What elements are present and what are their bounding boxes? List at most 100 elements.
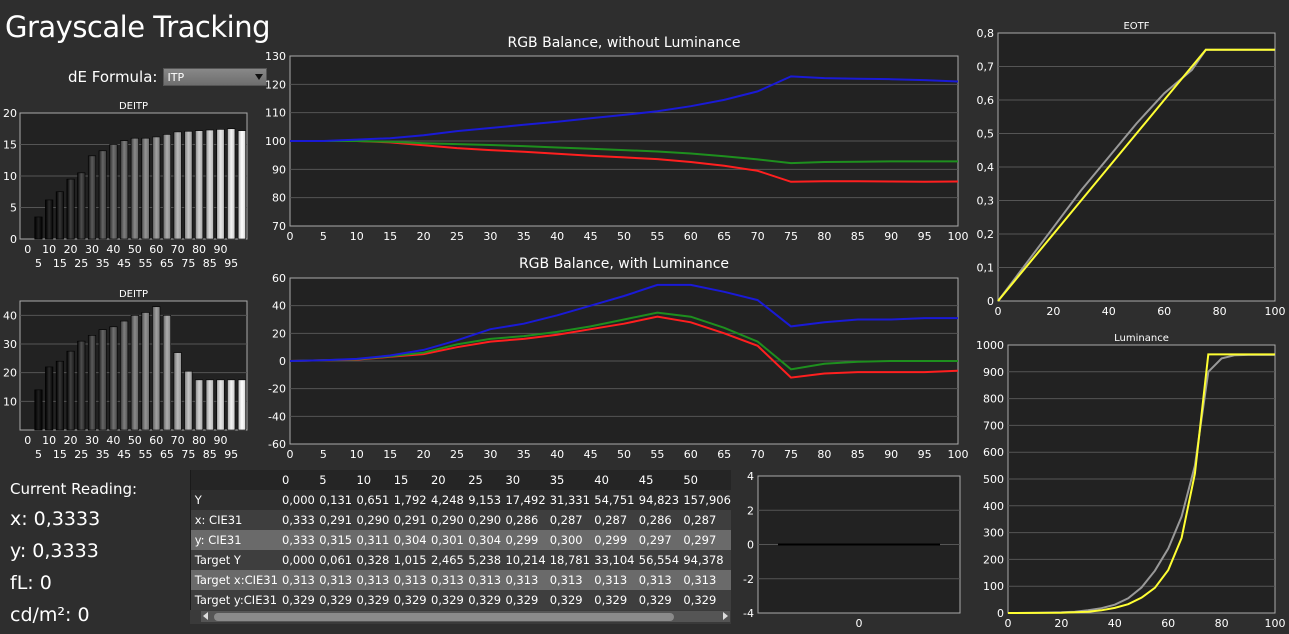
table-cell: 0,291 <box>315 510 353 530</box>
x-tick-label: 80 <box>1213 305 1227 318</box>
table-row: Target Y 0,000 0,061 0,328 1,015 2,465 5,238 10… <box>190 550 731 570</box>
scroll-right-icon[interactable] <box>723 612 728 620</box>
x-tick-label: 30 <box>85 434 99 447</box>
x-tick-label: 50 <box>617 448 631 461</box>
y-tick-label: -40 <box>268 410 286 423</box>
y-tick-label: 20 <box>3 367 17 380</box>
data-table[interactable]: 0 5 10 15 20 25 30 35 40 45 50 Y 0,000 0,131 0,651 1,79… <box>190 470 731 624</box>
x-tick-label: 40 <box>106 243 120 256</box>
bar <box>45 366 54 431</box>
bar <box>173 131 182 240</box>
y-tick-label: 70 <box>272 220 286 233</box>
bar <box>205 379 214 431</box>
bar <box>141 137 150 240</box>
bar <box>216 129 225 240</box>
row-label: Target y:CIE31 <box>190 590 278 610</box>
table-row: Y 0,000 0,131 0,651 1,792 4,248 9,153 17,492 31,… <box>190 490 731 510</box>
x-tick-label: 25 <box>74 448 88 461</box>
table-cell: 0,287 <box>679 510 731 530</box>
y-tick-label: 0,8 <box>977 27 995 40</box>
bar <box>237 379 246 431</box>
column-header <box>190 470 278 490</box>
table-cell: 10,214 <box>501 550 546 570</box>
table-cell: 0,304 <box>389 530 427 550</box>
x-tick-label: 35 <box>517 448 531 461</box>
bar <box>184 370 193 431</box>
x-tick-label: 100 <box>948 230 969 243</box>
x-tick-label: 65 <box>717 230 731 243</box>
x-tick-label: 80 <box>817 230 831 243</box>
de-formula-value: ITP <box>167 70 185 84</box>
table-cell: 31,331 <box>545 490 591 510</box>
x-tick-label: 40 <box>106 434 120 447</box>
x-tick-label: 25 <box>74 257 88 270</box>
table-cell: 0,329 <box>464 590 502 610</box>
chart-title: DEITP <box>119 101 148 112</box>
bar <box>205 129 214 240</box>
y-tick-label: -2 <box>743 573 754 586</box>
x-tick-label: 20 <box>1054 617 1068 630</box>
y-tick-label: 100 <box>265 135 286 148</box>
table-cell: 17,492 <box>501 490 546 510</box>
reading-x: x: 0,3333 <box>10 508 101 530</box>
rgb-balance-with-luminance-chart: RGB Balance, with Luminance -60 -40 -20 0 20 4… <box>268 256 969 461</box>
chevron-down-icon <box>255 74 264 80</box>
bar <box>162 315 171 431</box>
current-reading-title: Current Reading: <box>10 480 138 498</box>
x-tick-label: 0 <box>24 243 31 256</box>
y-tick-label: -4 <box>743 607 754 620</box>
table-cell: 1,792 <box>389 490 427 510</box>
bar <box>98 150 107 240</box>
table-cell: 0,311 <box>352 530 390 550</box>
y-tick-label: 1000 <box>976 339 1004 352</box>
y-tick-label: 0,7 <box>977 61 995 74</box>
bar <box>141 312 150 431</box>
x-tick-label: 85 <box>851 448 865 461</box>
x-tick-label: 90 <box>213 434 227 447</box>
table-cell: 0,290 <box>352 510 390 530</box>
x-tick-label: 85 <box>851 230 865 243</box>
table-cell: 0,313 <box>501 570 546 590</box>
x-tick-label: 30 <box>483 448 497 461</box>
x-tick-label: 65 <box>717 448 731 461</box>
series-line-green <box>289 311 958 371</box>
y-tick-label: 2 <box>747 504 754 517</box>
x-tick-label: 90 <box>884 448 898 461</box>
scroll-thumb[interactable] <box>214 613 674 621</box>
table-cell: 0,313 <box>426 570 465 590</box>
x-tick-label: 95 <box>918 448 932 461</box>
x-tick-label: 20 <box>417 448 431 461</box>
bar <box>109 326 118 431</box>
column-header: 25 <box>464 470 502 490</box>
table-cell: 94,378 <box>679 550 731 570</box>
de-formula-select[interactable]: ITP <box>163 68 268 86</box>
table-cell: 0,651 <box>352 490 390 510</box>
column-header: 10 <box>352 470 390 490</box>
x-tick-label: 0 <box>1005 617 1012 630</box>
x-tick-label: 0 <box>24 434 31 447</box>
x-tick-label: 80 <box>1215 617 1229 630</box>
table-cell: 2,465 <box>426 550 465 570</box>
scroll-left-icon[interactable] <box>203 612 208 620</box>
y-tick-label: 600 <box>983 446 1004 459</box>
bar <box>55 360 64 431</box>
x-tick-label: 100 <box>948 448 969 461</box>
y-tick-label: 200 <box>983 553 1004 566</box>
y-tick-label: 400 <box>983 500 1004 513</box>
y-tick-label: 60 <box>272 272 286 285</box>
table-cell: 0,328 <box>352 550 390 570</box>
x-tick-label: 45 <box>117 257 131 270</box>
table-cell: 0,000 <box>277 550 316 570</box>
luminance-chart: Luminance0100200300400500600700800900100… <box>976 333 1285 630</box>
x-tick-label: 95 <box>918 230 932 243</box>
chart-title: DEITP <box>119 289 148 300</box>
bar <box>34 389 43 431</box>
row-label: Y <box>190 490 278 510</box>
chart-title: RGB Balance, without Luminance <box>507 35 740 51</box>
x-tick-label: 60 <box>149 434 163 447</box>
x-tick-label: 45 <box>584 230 598 243</box>
x-tick-label: 90 <box>884 230 898 243</box>
y-tick-label: -20 <box>268 383 286 396</box>
x-tick-label: 65 <box>160 448 174 461</box>
